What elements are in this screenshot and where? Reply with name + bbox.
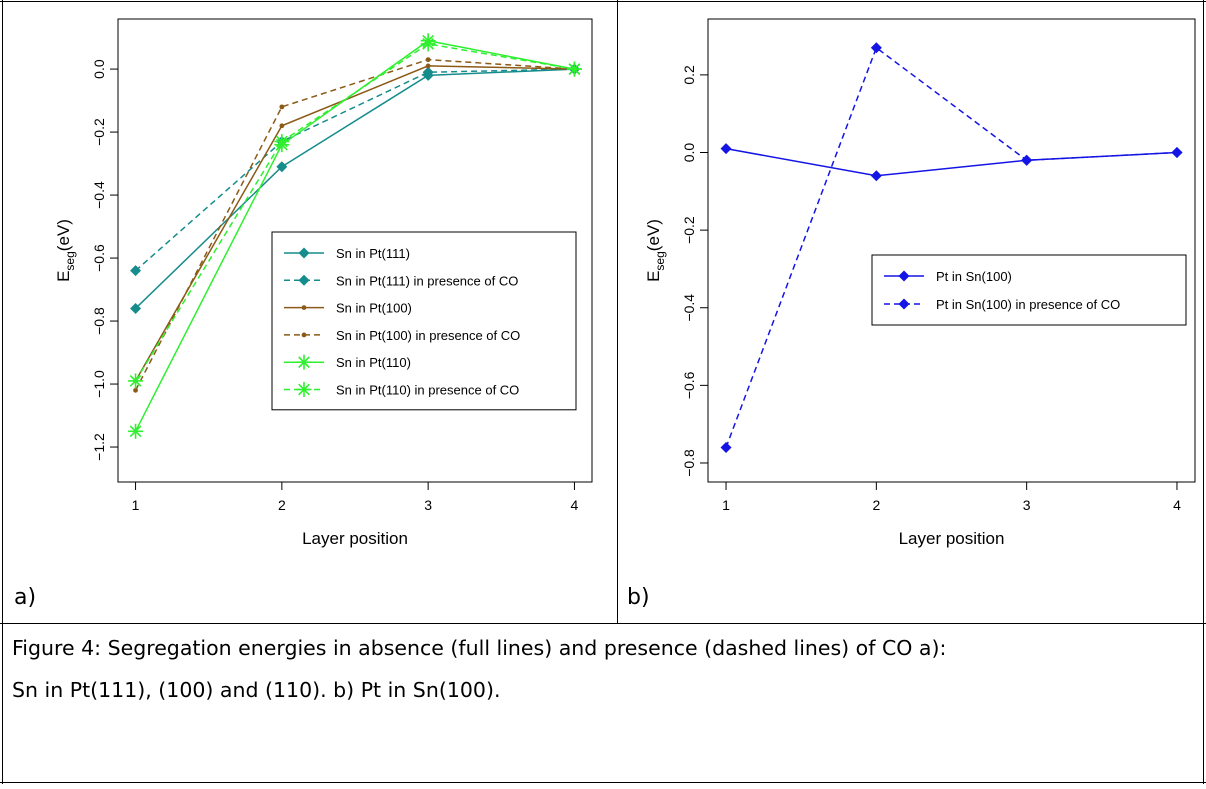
legend-label: Sn in Pt(110) in presence of CO (336, 383, 519, 398)
series-line (134, 43, 575, 382)
y-tick-label: −0.8 (91, 307, 107, 335)
y-axis-label: Eseg(eV) (54, 219, 77, 282)
y-tick-label: −0.2 (681, 216, 697, 244)
y-label-main: E (54, 271, 73, 282)
x-tick-label: 4 (571, 497, 579, 513)
marker (1171, 147, 1183, 159)
marker (130, 302, 142, 314)
y-label-unit: (eV) (54, 219, 73, 251)
legend-label: Sn in Pt(110) (336, 355, 411, 370)
marker (130, 265, 142, 277)
y-label-sub: seg (63, 251, 77, 270)
series-line (135, 68, 575, 272)
y-tick-label: 0.2 (681, 65, 697, 85)
marker (274, 134, 290, 150)
marker (276, 161, 288, 173)
x-tick-label: 2 (872, 497, 880, 513)
caption-line: Sn in Pt(111), (100) and (110). b) Pt in… (12, 678, 500, 702)
x-tick-label: 2 (278, 497, 286, 513)
marker-stroke (129, 375, 142, 387)
marker (425, 63, 431, 69)
marker (296, 354, 312, 370)
legend-label: Sn in Pt(100) in presence of CO (336, 328, 520, 343)
marker (425, 57, 431, 63)
caption-line: Figure 4: Segregation energies in absenc… (12, 636, 946, 660)
marker (296, 382, 312, 397)
x-tick-label: 1 (722, 497, 730, 513)
marker (279, 104, 285, 110)
x-tick-label: 3 (424, 497, 432, 513)
marker (128, 423, 144, 439)
marker (279, 123, 285, 129)
series-line (134, 39, 575, 432)
x-tick-label: 3 (1023, 497, 1031, 513)
y-tick-label: −0.6 (681, 371, 697, 399)
marker-stroke (298, 383, 310, 396)
y-tick-label: −0.4 (91, 181, 107, 209)
marker (898, 298, 910, 310)
marker-stroke (568, 63, 581, 75)
marker (298, 247, 310, 259)
marker (720, 441, 732, 453)
series-line (135, 68, 575, 309)
series-line (725, 147, 1178, 177)
series-line (134, 58, 575, 391)
x-axis-label: Layer position (302, 529, 408, 548)
series-line (725, 46, 1178, 448)
y-tick-label: −0.4 (681, 294, 697, 322)
marker (133, 387, 138, 393)
marker (898, 270, 910, 282)
panel-label: a) (14, 585, 36, 610)
legend-box (871, 254, 1187, 326)
marker (298, 274, 310, 286)
panel-label: b) (627, 585, 650, 610)
marker (870, 170, 882, 182)
marker (720, 143, 732, 155)
marker-stroke (129, 425, 142, 438)
y-tick-label: 0.0 (681, 143, 697, 163)
marker (870, 42, 882, 54)
y-label-unit: (eV) (644, 219, 663, 251)
y-tick-label: 0.0 (91, 59, 107, 79)
marker (566, 61, 582, 77)
y-tick-label: −0.2 (91, 118, 107, 146)
marker (301, 332, 307, 338)
x-tick-label: 1 (132, 497, 140, 513)
marker-stroke (275, 135, 288, 148)
marker (422, 66, 434, 78)
marker (420, 36, 436, 52)
y-tick-label: −0.6 (91, 244, 107, 272)
y-label-sub: seg (653, 251, 667, 270)
marker-stroke (298, 356, 310, 369)
x-axis-label: Layer position (899, 529, 1005, 548)
y-axis-label: Eseg(eV) (644, 219, 667, 282)
legend-label: Pt in Sn(100) in presence of CO (936, 297, 1120, 312)
legend-label: Sn in Pt(111) in presence of CO (336, 273, 518, 288)
x-tick-label: 4 (1173, 497, 1181, 513)
marker (1021, 154, 1033, 166)
legend-label: Sn in Pt(111) (336, 246, 410, 261)
y-tick-label: −1.2 (91, 433, 107, 461)
legend-label: Pt in Sn(100) (936, 269, 1012, 284)
y-tick-label: −0.8 (681, 449, 697, 477)
y-tick-label: −1.0 (91, 370, 107, 398)
plot-box (707, 18, 1196, 483)
series-line (134, 65, 575, 382)
y-label-main: E (644, 271, 663, 282)
legend-box (271, 231, 577, 411)
marker (128, 373, 144, 389)
marker-stroke (422, 38, 435, 50)
marker (301, 305, 307, 310)
legend-label: Sn in Pt(100) (336, 301, 412, 316)
